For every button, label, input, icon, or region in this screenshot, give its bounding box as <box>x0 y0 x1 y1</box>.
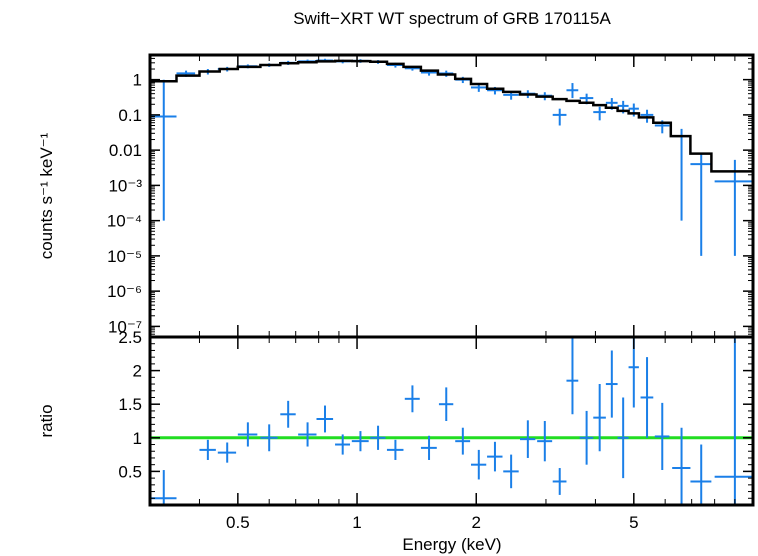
ratio-data-point <box>503 454 519 489</box>
ratio-data-point <box>714 337 753 505</box>
ratio-data-layer <box>150 337 753 505</box>
ratio-data-point <box>370 425 386 450</box>
ratio-data-point <box>217 442 237 463</box>
y-tick-label: 0.1 <box>118 106 142 125</box>
ratio-data-point <box>470 449 487 480</box>
x-tick-label: 1 <box>352 513 361 532</box>
spectrum-data-point <box>690 153 712 256</box>
ratio-data-point <box>566 337 579 415</box>
spectrum-panel: 10⁻⁷ 10⁻⁶ 10⁻⁵ 10⁻⁴ 10⁻³ 0.01 0.1 1 <box>107 53 755 339</box>
ratio-data-point <box>420 435 437 460</box>
ratio-panel: 0.5 1 1.5 2 2.5 <box>118 328 755 507</box>
x-tick-label: 5 <box>629 513 638 532</box>
spectrum-data-point <box>566 83 579 99</box>
ratio-data-point <box>150 470 177 505</box>
ratio-data-point <box>487 441 503 472</box>
ratio-data-point <box>672 427 691 505</box>
spectrum-data-point <box>714 159 753 256</box>
y-axis-label-spectrum: counts s⁻¹ keV⁻¹ <box>37 132 56 259</box>
ratio-data-point <box>605 350 618 418</box>
ratio-data-point <box>438 387 454 421</box>
y-tick-label: 0.5 <box>118 462 142 481</box>
y-tick-label: 10⁻⁴ <box>107 212 142 231</box>
spectrum-data-point <box>552 108 567 126</box>
ratio-ticks: 0.5 1 1.5 2 2.5 <box>118 328 754 506</box>
spectrum-data-point <box>672 128 691 221</box>
ratio-data-point <box>579 410 594 465</box>
spectrum-data-point <box>593 106 606 121</box>
ratio-data-point <box>237 422 258 447</box>
model-curve <box>150 59 753 173</box>
y-tick-label: 1.5 <box>118 395 142 414</box>
ratio-data-point <box>351 431 369 452</box>
ratio-data-point <box>280 400 296 428</box>
x-tick-label: 2 <box>472 513 481 532</box>
y-tick-label: 10⁻⁵ <box>107 247 142 266</box>
ratio-data-point <box>404 385 420 413</box>
x-tick-labels: 0.5 1 2 5 <box>226 513 639 532</box>
ratio-data-point <box>260 424 278 452</box>
ratio-data-point <box>537 421 553 462</box>
ratio-data-point <box>617 397 629 479</box>
y-axis-label-ratio: ratio <box>37 404 56 437</box>
ratio-data-point <box>690 444 712 505</box>
ratio-data-point <box>552 468 567 495</box>
ratio-data-point <box>640 357 654 438</box>
y-tick-label: 1 <box>133 71 142 90</box>
ratio-data-point <box>199 439 216 460</box>
ratio-data-point <box>455 427 471 455</box>
y-tick-label: 2.5 <box>118 328 142 347</box>
ratio-data-point <box>593 384 606 452</box>
spectrum-data-layer <box>150 58 753 256</box>
spectrum-frame <box>148 53 755 339</box>
chart-title: Swift−XRT WT spectrum of GRB 170115A <box>293 9 611 28</box>
y-tick-label: 1 <box>133 429 142 448</box>
ratio-data-point <box>316 405 334 433</box>
spectrum-data-point <box>470 84 487 92</box>
y-tick-label: 10⁻³ <box>108 176 142 195</box>
y-tick-label: 0.01 <box>109 141 142 160</box>
ratio-data-point <box>298 422 317 447</box>
x-axis-label: Energy (keV) <box>402 535 501 554</box>
ratio-frame <box>148 335 755 507</box>
spectrum-model-layer <box>150 59 753 173</box>
y-tick-label: 2 <box>133 362 142 381</box>
y-tick-label: 10⁻⁷ <box>108 317 142 336</box>
ratio-data-point <box>386 439 404 460</box>
ratio-data-point <box>520 420 536 458</box>
spectrum-ticks: 10⁻⁷ 10⁻⁶ 10⁻⁵ 10⁻⁴ 10⁻³ 0.01 0.1 1 <box>107 54 754 338</box>
ratio-data-point <box>335 434 351 455</box>
y-tick-label: 10⁻⁶ <box>107 282 142 301</box>
x-tick-label: 0.5 <box>226 513 250 532</box>
ratio-data-point <box>654 402 670 471</box>
